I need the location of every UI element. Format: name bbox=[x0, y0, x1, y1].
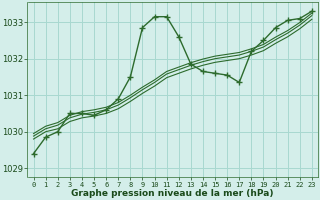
X-axis label: Graphe pression niveau de la mer (hPa): Graphe pression niveau de la mer (hPa) bbox=[71, 189, 274, 198]
